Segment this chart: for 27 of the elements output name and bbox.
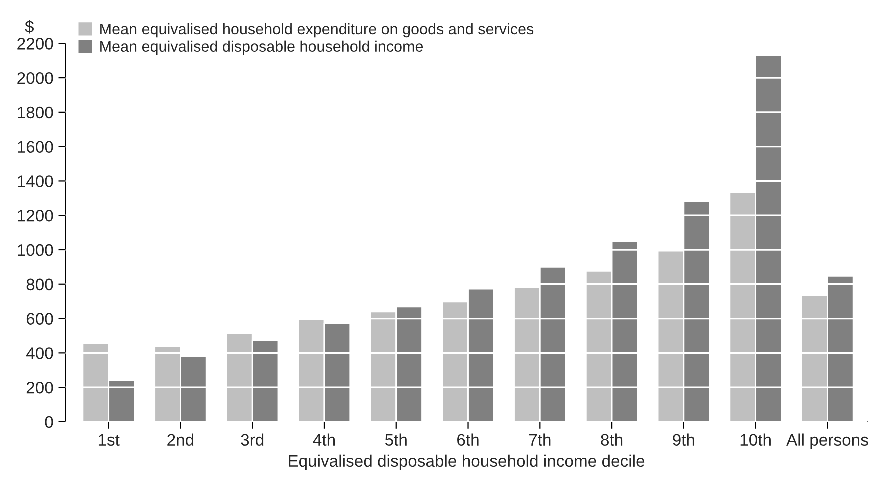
x-tick-label: 1st <box>98 434 120 446</box>
legend-label: Mean equivalised household expenditure on goods and services <box>100 23 534 38</box>
x-tick-label: 7th <box>529 434 551 446</box>
x-tick-label: 2nd <box>168 434 194 446</box>
x-tick-label: 3rd <box>241 434 264 446</box>
y-tick-label: 400 <box>26 348 54 360</box>
y-tick-label: 1800 <box>18 106 54 119</box>
y-tick-label: 2200 <box>18 38 54 50</box>
x-tick-label: 9th <box>673 434 694 446</box>
x-axis-title: Equivalised disposable household income decile <box>289 454 645 470</box>
y-tick-label: 2000 <box>18 72 54 84</box>
y-tick-label: 1600 <box>18 141 54 154</box>
y-tick-label: 600 <box>26 313 54 325</box>
x-tick-label: 10th <box>740 434 771 446</box>
x-tick-label: 6th <box>458 434 479 446</box>
x-tick-label: 4th <box>313 434 335 446</box>
x-tick-label: 5th <box>385 434 407 446</box>
legend-label: Mean equivalised disposable household income <box>100 40 424 56</box>
y-tick-label: 1200 <box>18 210 54 222</box>
y-axis-title: $ <box>25 20 34 34</box>
x-tick-label: 8th <box>601 434 623 446</box>
y-tick-label: 800 <box>26 278 54 291</box>
y-tick-label: 1400 <box>18 176 54 188</box>
x-tick-label: All persons <box>786 434 868 450</box>
y-tick-label: 200 <box>26 382 54 394</box>
y-tick-label: 1000 <box>18 244 54 256</box>
y-tick-label: 0 <box>45 416 54 428</box>
